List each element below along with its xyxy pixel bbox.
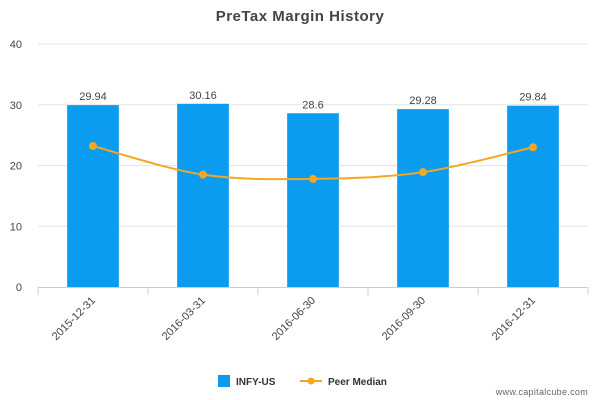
y-tick-label: 10 [10,221,22,233]
x-tick-label: 2016-09-30 [380,295,428,343]
legend-label-peer-median[interactable]: Peer Median [328,377,387,388]
line-point[interactable] [309,174,317,183]
data-label: 29.94 [79,91,107,103]
legend: INFY-US Peer Median [218,375,387,388]
x-tick-label: 2015-12-31 [50,295,98,343]
legend-marker-peer-median [307,377,315,385]
data-label: 30.16 [189,90,217,102]
data-labels: 29.94 30.16 28.6 29.28 29.84 [79,90,547,111]
bar[interactable] [507,105,559,287]
y-tick-label: 40 [10,39,22,51]
bar[interactable] [177,103,229,287]
y-tick-label: 20 [10,161,22,173]
line-point[interactable] [419,168,427,177]
legend-label-infy[interactable]: INFY-US [236,377,276,388]
x-axis: 2015-12-31 2016-03-31 2016-06-30 2016-09-30… [37,287,589,343]
y-tick-label: 0 [16,282,22,294]
line-series [89,142,537,183]
x-tick-label: 2016-06-30 [270,295,318,343]
data-label: 28.6 [302,99,323,111]
watermark: www.capitalcube.com [495,387,588,397]
line-point[interactable] [529,143,537,152]
x-tick-label: 2016-03-31 [160,295,208,343]
x-tick-label: 2016-12-31 [490,295,538,343]
line-point[interactable] [89,142,97,151]
line-point[interactable] [199,170,207,179]
data-label: 29.84 [519,92,547,104]
bar[interactable] [287,113,339,287]
bar[interactable] [67,105,119,287]
bar-series [67,103,559,288]
y-tick-label: 30 [10,100,22,112]
data-label: 29.28 [409,95,437,107]
legend-swatch-infy [218,375,230,387]
chart-title: PreTax Margin History [216,8,385,25]
bar[interactable] [397,109,449,288]
